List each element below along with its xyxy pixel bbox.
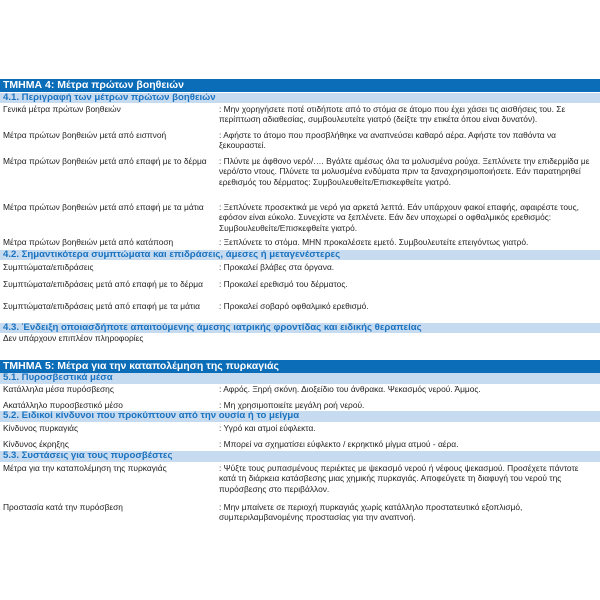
row-label: Μέτρα πρώτων βοηθειών μετά από εισπνοή	[3, 130, 167, 140]
row-label: Συμπτώματα/επιδράσεις μετά από επαφή με …	[3, 301, 200, 311]
row-value: : Μπορεί να σχηματίσει εύφλεκτο / εκρηκτ…	[219, 439, 459, 449]
row-value: : Ξεπλύνετε προσεκτικά με νερό για αρκετ…	[219, 202, 579, 233]
row-value: : Μην μπαίνετε σε περιοχή πυρκαγιάς χωρί…	[219, 502, 523, 523]
row-label: Συμπτώματα/επιδράσεις	[3, 262, 94, 272]
row-value: : Προκαλεί βλάβες στα όργανα.	[219, 262, 335, 272]
row-label: Μέτρα πρώτων βοηθειών μετά από επαφή με …	[3, 156, 207, 166]
row-value: : Προκαλεί ερεθισμό του δέρματος.	[219, 279, 348, 289]
subsection-4-1-header: 4.1. Περιγραφή των μέτρων πρώτων βοηθειώ…	[0, 92, 600, 103]
row-value: : Προκαλεί σοβαρό οφθαλμικό ερεθισμό.	[219, 301, 369, 311]
row-label: Γενικά μέτρα πρώτων βοηθειών	[3, 104, 121, 114]
row-label: Κίνδυνος πυρκαγιάς	[3, 423, 79, 433]
row-value: : Υγρό και ατμοί εύφλεκτα.	[219, 423, 316, 433]
row-value: : Αφρός. Ξηρή σκόνη. Διοξείδιο του άνθρα…	[219, 384, 481, 394]
subsection-5-2-header: 5.2. Ειδικοί κίνδυνοι που προκύπτουν από…	[0, 410, 600, 422]
row-value: : Ξεπλύνετε το στόμα. ΜΗΝ προκαλέσετε εμ…	[219, 237, 529, 247]
row-label: Κίνδυνος έκρηξης	[3, 439, 69, 449]
row-label: Προστασία κατά την πυρόσβεση	[3, 502, 123, 512]
subsection-4-2-header: 4.2. Σημαντικότερα συμπτώματα και επιδρά…	[0, 249, 600, 260]
row-label: Μέτρα πρώτων βοηθειών μετά από επαφή με …	[3, 202, 204, 212]
row-label: Συμπτώματα/επιδράσεις μετά από επαφή με …	[3, 279, 203, 289]
section-5-header: ΤΜΗΜΑ 5: Μέτρα για την καταπολέμηση της …	[0, 360, 600, 373]
section-4-header: ΤΜΗΜΑ 4: Μέτρα πρώτων βοηθειών	[0, 79, 600, 92]
row-label: Ακατάλληλο πυροσβεστικό μέσο	[3, 400, 123, 410]
row-value: : Μην χορηγήσετε ποτέ οτιδήποτε από το σ…	[219, 104, 566, 125]
row-label: Κατάλληλα μέσα πυρόσβεσης	[3, 384, 114, 394]
row-value: : Μη χρησιμοποιείτε μεγάλη ροή νερού.	[219, 400, 365, 410]
row-value: : Πλύντε με άφθονο νερό/…. Βγάλτε αμέσως…	[219, 156, 590, 187]
row-value: : Αφήστε το άτομο που προσβλήθηκε να ανα…	[219, 130, 557, 151]
row-label: Μέτρα πρώτων βοηθειών μετά από κατάποση	[3, 237, 174, 247]
subsection-4-3-header: 4.3. Ένδειξη οποιασδήποτε απαιτούμενης ά…	[0, 322, 600, 333]
row-value: : Ψύξτε τους ρυπασμένους περιέκτες με ψε…	[219, 463, 579, 494]
subsection-5-3-header: 5.3. Συστάσεις για τους πυροσβέστες	[0, 450, 600, 462]
no-info-text: Δεν υπάρχουν επιπλέον πληροφορίες	[3, 333, 144, 343]
subsection-5-1-header: 5.1. Πυροσβεστικά μέσα	[0, 372, 600, 384]
row-label: Μέτρα για την καταπολέμηση της πυρκαγιάς	[3, 463, 167, 473]
